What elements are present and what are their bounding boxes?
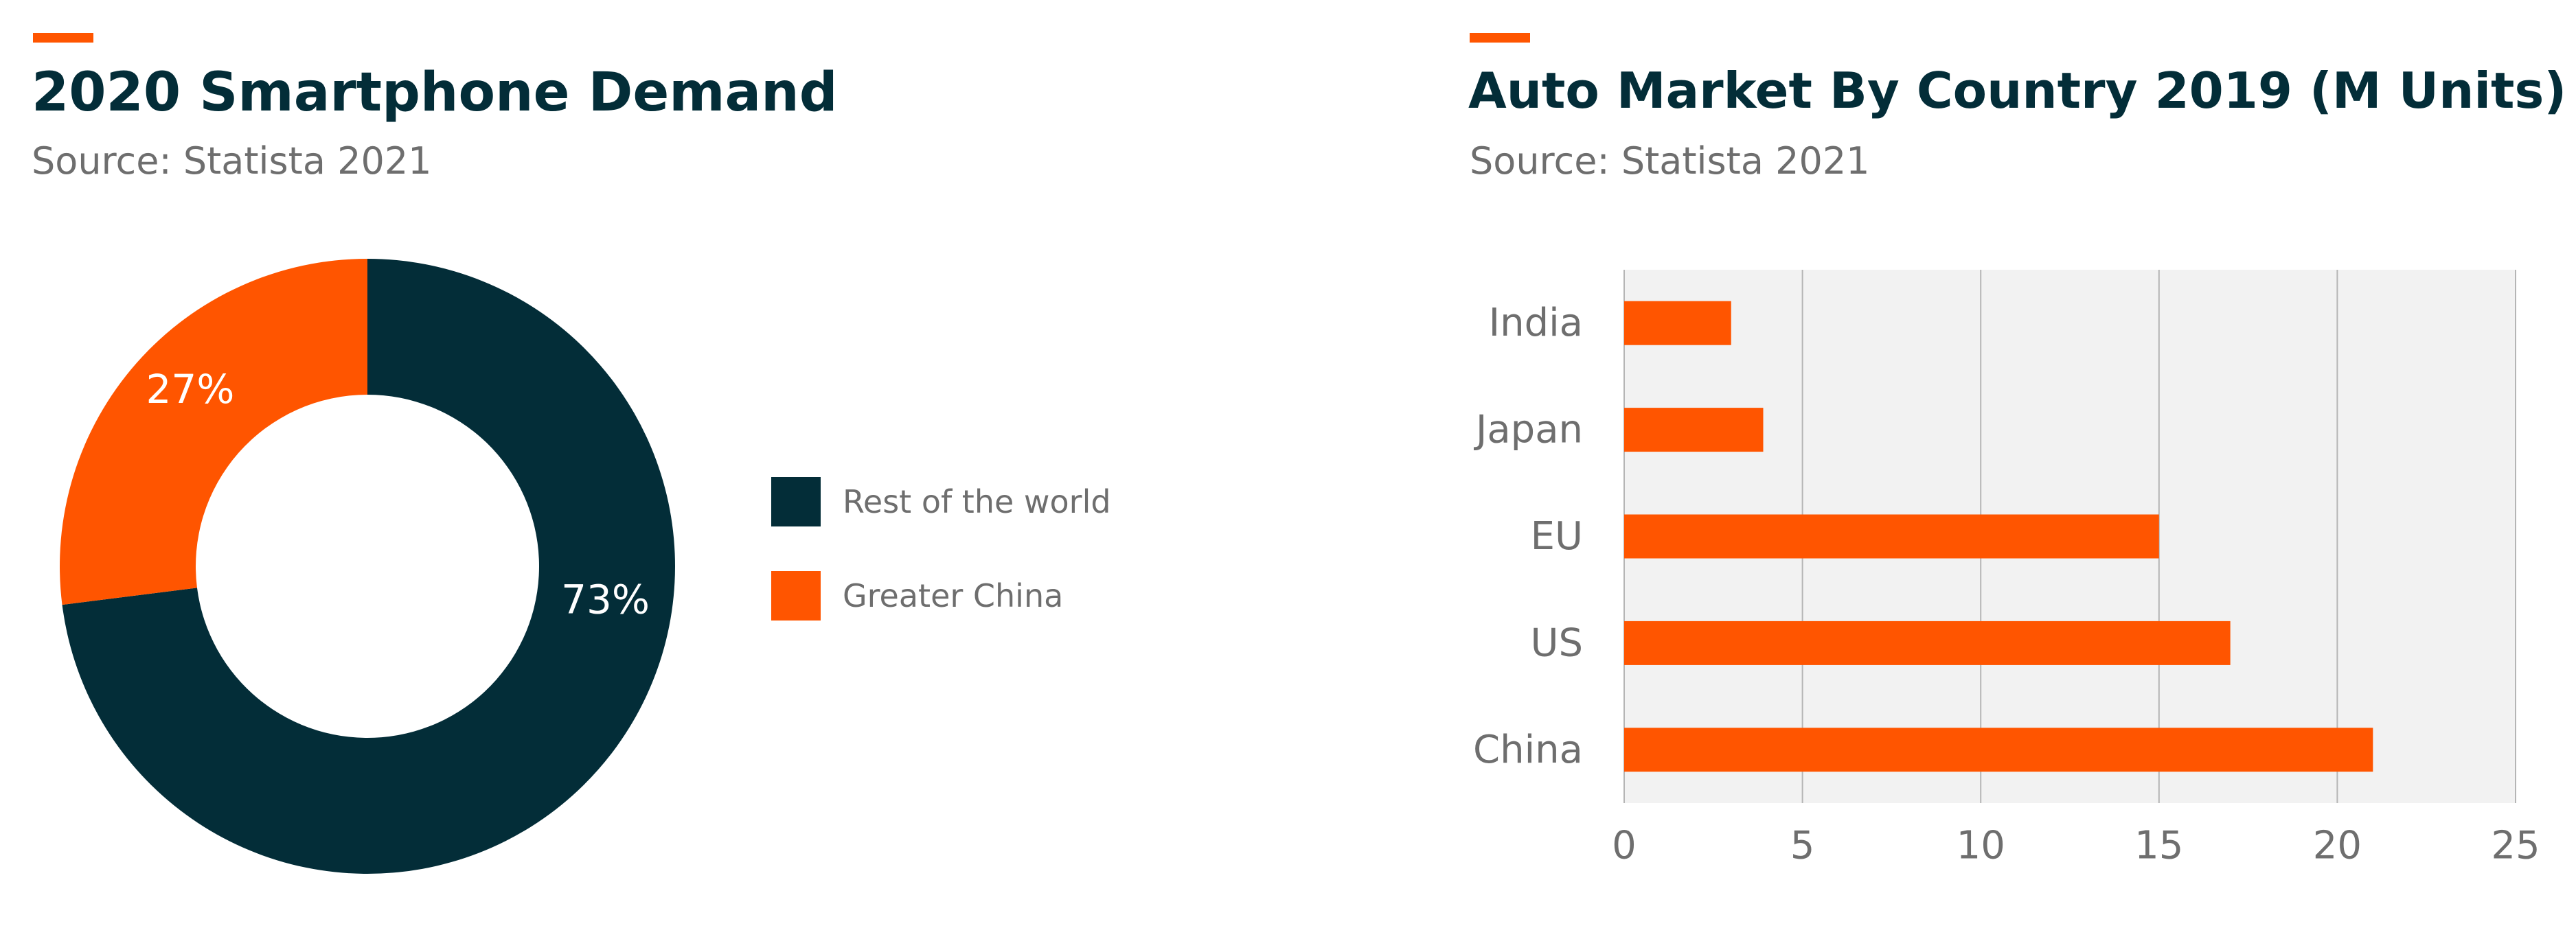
y-category-label: Japan <box>1474 408 1583 452</box>
auto-market-panel: Auto Market By Country 2019 (M Units) So… <box>1415 0 2576 939</box>
legend-label: Greater China <box>843 577 1063 614</box>
x-tick-label: 10 <box>1957 824 2005 868</box>
legend-swatch <box>771 477 821 526</box>
chart-title: Auto Market By Country 2019 (M Units) <box>1468 62 2567 119</box>
y-category-label: India <box>1489 301 1583 345</box>
title-accent-bar <box>33 33 93 43</box>
slice-value-label: 27% <box>146 366 234 413</box>
bar-china <box>1624 728 2373 772</box>
bar-us <box>1624 621 2231 665</box>
x-tick-label: 20 <box>2313 824 2362 868</box>
y-category-label: US <box>1530 621 1583 665</box>
x-tick-label: 25 <box>2491 824 2540 868</box>
bar-india <box>1624 301 1731 345</box>
bar-eu <box>1624 514 2159 559</box>
donut-slice <box>59 259 367 605</box>
x-tick-label: 0 <box>1612 824 1637 868</box>
title-accent-bar <box>1470 33 1530 43</box>
chart-title: 2020 Smartphone Demand <box>32 62 838 124</box>
legend-item: Rest of the world <box>771 477 1111 526</box>
slice-value-label: 73% <box>561 577 650 623</box>
y-category-label: China <box>1473 728 1583 772</box>
x-tick-label: 15 <box>2134 824 2183 868</box>
y-category-label: EU <box>1531 514 1583 559</box>
bar-chart: 0 5 10 15 20 25 India Japan EU US China <box>1473 270 2540 868</box>
legend-swatch <box>771 571 821 621</box>
legend-label: Rest of the world <box>843 483 1111 520</box>
donut-slice <box>62 259 676 874</box>
chart-subtitle: Source: Statista 2021 <box>1470 139 1870 183</box>
smartphone-demand-panel: 2020 Smartphone Demand Source: Statista … <box>32 33 1111 874</box>
bar-japan <box>1624 408 1764 452</box>
legend-item: Greater China <box>771 571 1063 621</box>
chart-subtitle: Source: Statista 2021 <box>32 139 432 183</box>
donut-chart: 73% 27% Rest of the world Greater China <box>59 259 1111 874</box>
x-tick-label: 5 <box>1790 824 1815 868</box>
